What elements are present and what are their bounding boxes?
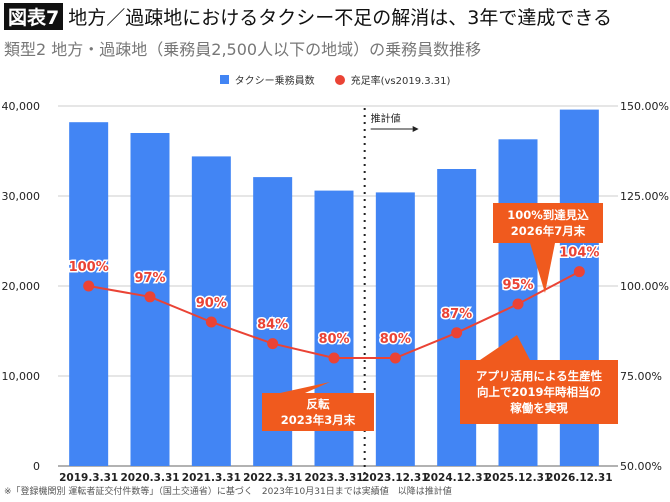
callout-text: 反転 [307, 397, 330, 411]
x-tick-label: 2025.12.31 [485, 472, 551, 484]
ratio-point [144, 291, 156, 303]
callout-text: 2023年3月末 [281, 413, 356, 427]
callout-text: 2026年7月末 [511, 224, 586, 238]
x-tick-label: 2024.12.31 [423, 472, 489, 484]
callout-box [493, 203, 603, 243]
ratio-point [573, 266, 585, 278]
callout-pointer [480, 335, 530, 360]
y-tick-label: 40,000 [2, 100, 41, 113]
legend: タクシー乗務員数 充足率(vs2019.3.31) [0, 72, 670, 87]
legend-swatch-bar [219, 75, 229, 84]
callout-box [460, 360, 618, 424]
callout-text: アプリ活用による生産性 [476, 369, 603, 383]
legend-swatch-line [334, 74, 345, 85]
callout-text: 稼働を実現 [510, 401, 568, 415]
ratio-label: 84% [257, 318, 288, 333]
ratio-label: 87% [441, 307, 472, 322]
y-tick-label: 10,000 [2, 370, 41, 383]
bar [69, 122, 109, 466]
ratio-label: 95% [502, 278, 533, 293]
x-tick-label: 2019.3.31 [59, 472, 118, 484]
callout-pointer [280, 382, 330, 393]
x-tick-label: 2021.3.31 [182, 472, 241, 484]
legend-label: 充足率(vs2019.3.31) [350, 76, 451, 87]
legend-label: タクシー乗務員数 [234, 76, 315, 87]
legend-item-line: 充足率(vs2019.3.31) [334, 72, 451, 87]
ratio-point [451, 327, 463, 339]
bar [191, 156, 231, 466]
y-tick-label: 20,000 [2, 280, 41, 293]
y2-tick-label: 75.00% [620, 370, 662, 383]
ratio-label: 80% [380, 332, 411, 347]
arrow-head-icon [412, 126, 419, 132]
y2-tick-label: 150.00% [620, 100, 669, 113]
legend-item-bars: タクシー乗務員数 [219, 72, 315, 87]
x-tick-label: 2022.3.31 [243, 472, 302, 484]
ratio-point [83, 280, 95, 292]
ratio-label: 97% [134, 271, 165, 286]
bar [375, 192, 415, 466]
figure-badge: 図表7 [4, 3, 64, 30]
chart-title: 図表7 地方／過疎地におけるタクシー不足の解消は、3年で達成できる [4, 3, 612, 30]
title-text: 地方／過疎地におけるタクシー不足の解消は、3年で達成できる [68, 7, 612, 29]
y2-tick-label: 50.00% [620, 460, 662, 473]
ratio-point [205, 316, 217, 328]
estimate-label: 推計値 [371, 112, 401, 125]
y2-tick-label: 125.00% [620, 190, 669, 203]
y-tick-label: 30,000 [2, 190, 41, 203]
y2-tick-label: 100.00% [620, 280, 669, 293]
ratio-point [328, 352, 340, 364]
x-tick-label: 2023.12.31 [362, 472, 428, 484]
y-tick-label: 0 [33, 460, 40, 473]
callout-box [262, 393, 374, 431]
ratio-label: 90% [196, 296, 227, 311]
x-tick-label: 2026.12.31 [546, 472, 612, 484]
x-tick-label: 2020.3.31 [120, 472, 179, 484]
chart-subtitle: 類型2 地方・過疎地（乗務員2,500人以下の地域）の乗務員数推移 [4, 40, 482, 59]
callout-text: 向上で2019年時相当の [477, 385, 601, 399]
ratio-label: 80% [318, 332, 349, 347]
callout-pointer [530, 243, 555, 293]
callout-text: 100%到達見込 [507, 208, 589, 222]
footnote: ※「登録機関別 運転者証交付件数等」（国土交通省）に基づく 2023年10月31… [4, 487, 452, 497]
x-tick-label: 2023.3.31 [304, 472, 363, 484]
ratio-label: 104% [559, 246, 599, 261]
ratio-point [267, 338, 279, 350]
ratio-label: 100% [69, 260, 109, 275]
ratio-point [389, 352, 401, 364]
ratio-point [512, 298, 524, 310]
